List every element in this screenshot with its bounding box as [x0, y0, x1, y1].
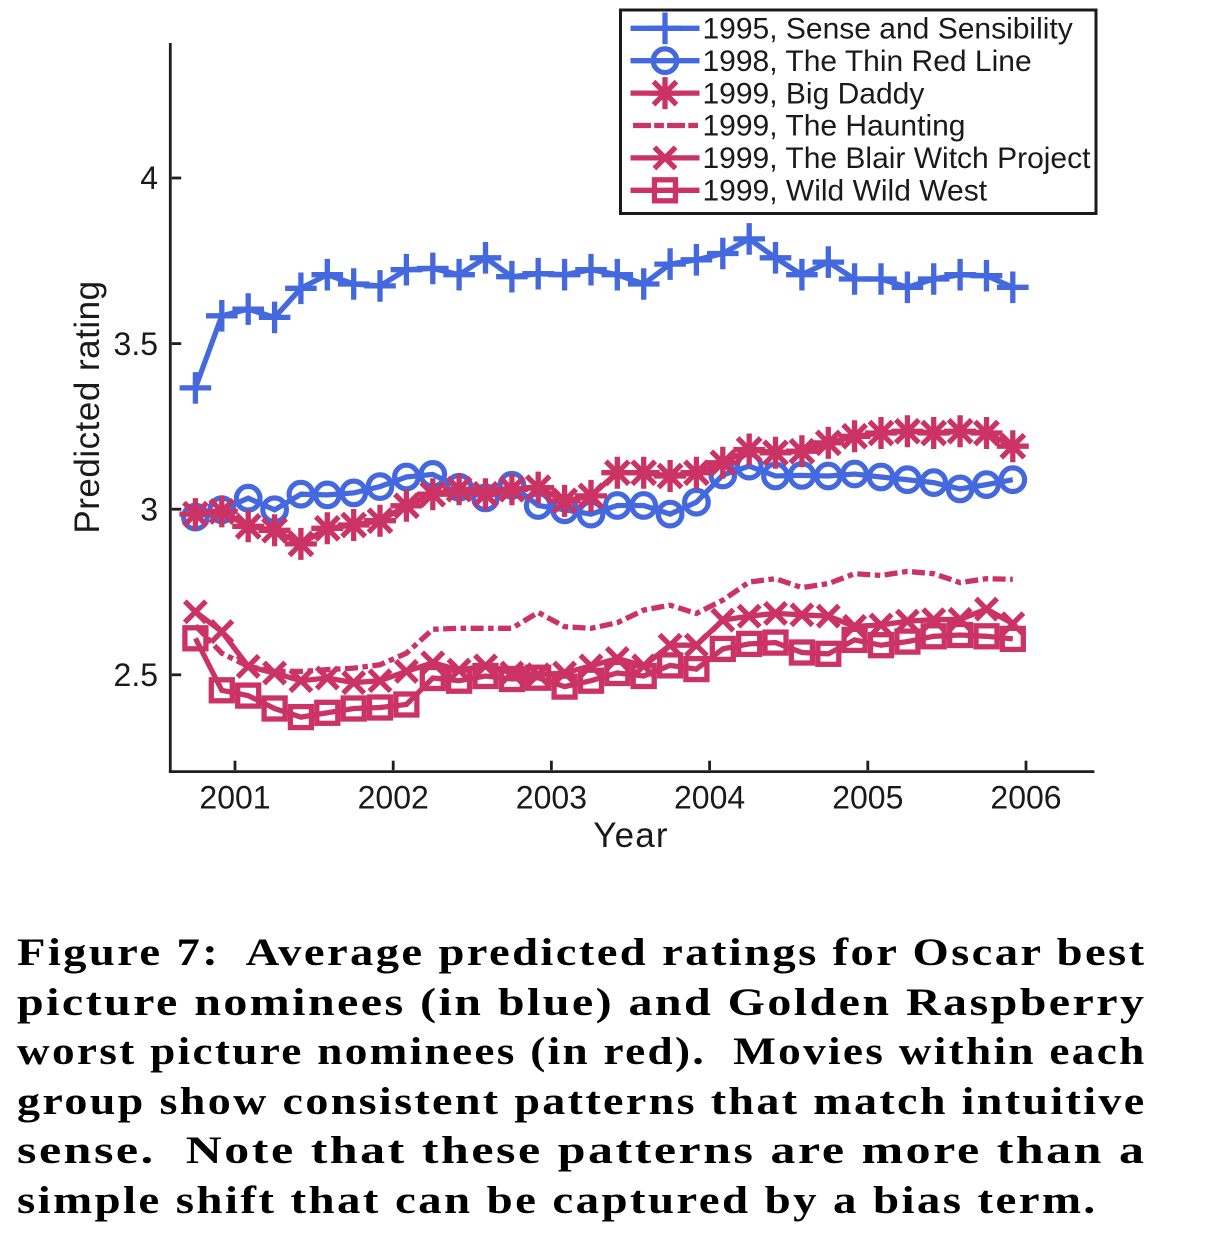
svg-text:1999, Big Daddy: 1999, Big Daddy: [703, 77, 925, 110]
svg-text:1999, Wild Wild West: 1999, Wild Wild West: [703, 175, 988, 208]
svg-text:2.5: 2.5: [114, 657, 158, 693]
svg-text:2003: 2003: [516, 780, 587, 816]
svg-text:2006: 2006: [990, 780, 1061, 816]
svg-text:1999, The Haunting: 1999, The Haunting: [703, 110, 966, 143]
svg-text:2004: 2004: [674, 780, 745, 816]
svg-text:4: 4: [140, 160, 158, 196]
svg-text:2002: 2002: [358, 780, 429, 816]
svg-text:1995, Sense and Sensibility: 1995, Sense and Sensibility: [703, 13, 1073, 46]
svg-text:2005: 2005: [832, 780, 903, 816]
svg-text:3.5: 3.5: [114, 326, 158, 362]
svg-text:1998, The Thin Red Line: 1998, The Thin Red Line: [703, 45, 1032, 78]
svg-text:3: 3: [140, 491, 158, 527]
svg-text:Predicted rating: Predicted rating: [68, 280, 107, 533]
svg-text:1999, The Blair Witch Project: 1999, The Blair Witch Project: [703, 142, 1092, 175]
svg-text:2001: 2001: [199, 780, 270, 816]
svg-text:Year: Year: [593, 816, 669, 855]
